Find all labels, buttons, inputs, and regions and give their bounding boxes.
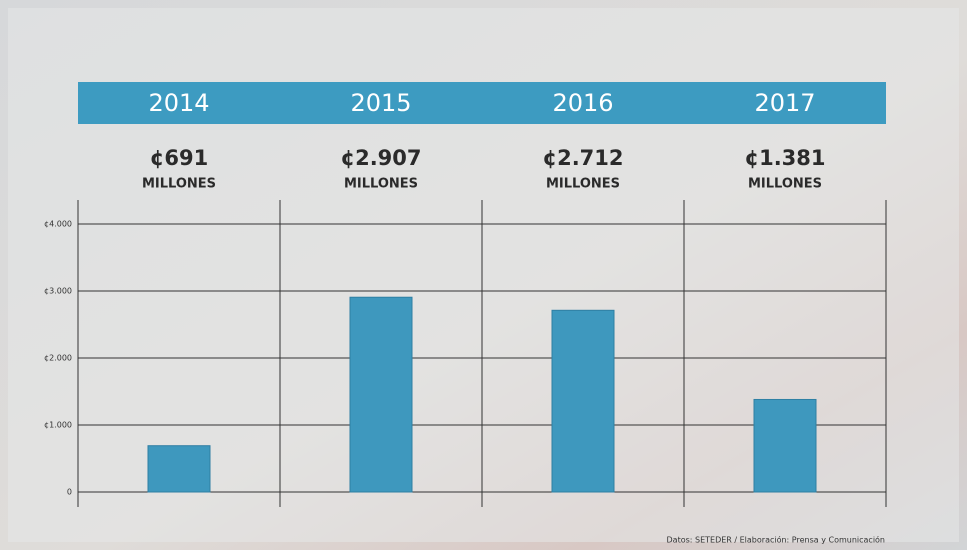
bar: [349, 296, 413, 493]
year-label: 2015: [350, 89, 411, 117]
y-tick-label: ¢2.000: [44, 354, 72, 363]
bar: [147, 445, 211, 493]
y-tick-label: ¢4.000: [44, 220, 72, 229]
source-note: Datos: SETEDER / Elaboración: Prensa y C…: [667, 535, 886, 545]
year-label: 2014: [148, 89, 209, 117]
value-label: ¢2.712: [542, 146, 623, 170]
y-tick-label: 0: [67, 488, 72, 497]
bar: [551, 309, 615, 493]
value-label: ¢2.907: [340, 146, 421, 170]
unit-label: MILLONES: [546, 177, 620, 192]
y-tick-label: ¢3.000: [44, 287, 72, 296]
unit-label: MILLONES: [748, 177, 822, 192]
unit-label: MILLONES: [344, 177, 418, 192]
year-label: 2017: [754, 89, 815, 117]
header-band: [78, 82, 886, 124]
y-tick-label: ¢1.000: [44, 421, 72, 430]
unit-label: MILLONES: [142, 177, 216, 192]
bar: [753, 398, 817, 493]
value-label: ¢1.381: [744, 146, 825, 170]
value-label: ¢691: [150, 146, 208, 170]
year-label: 2016: [552, 89, 613, 117]
